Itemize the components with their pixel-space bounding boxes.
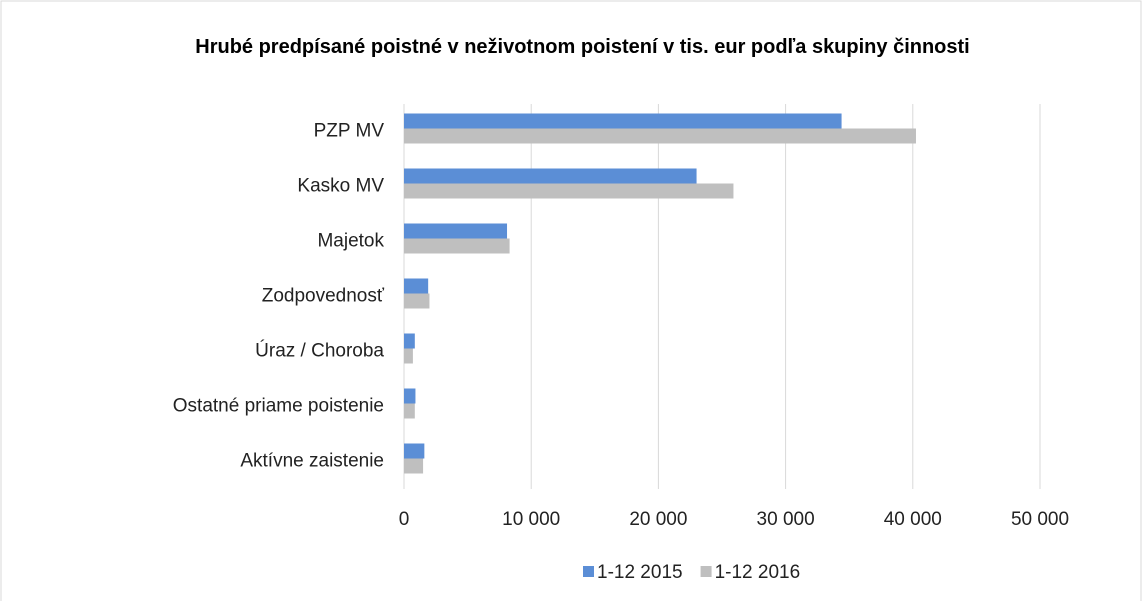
- bar: [404, 183, 734, 199]
- y-tick-label: Kasko MV: [297, 176, 384, 197]
- x-tick-label: 50 000: [1011, 509, 1069, 530]
- chart-title: Hrubé predpísané poistné v neživotnom po…: [195, 36, 970, 58]
- y-tick-label: Ostatné priame poistenie: [173, 396, 384, 417]
- bar: [404, 293, 430, 309]
- x-tick-label: 0: [399, 509, 410, 530]
- bar: [404, 388, 416, 404]
- bar: [404, 278, 429, 294]
- x-tick-label: 30 000: [757, 509, 815, 530]
- bar: [404, 458, 424, 474]
- y-tick-label: Úraz / Choroba: [255, 340, 384, 362]
- bar: [404, 333, 415, 349]
- legend-label: 1-12 2016: [715, 562, 801, 583]
- bar: [404, 443, 425, 459]
- y-tick-label: PZP MV: [314, 121, 385, 142]
- bar: [404, 113, 842, 129]
- y-tick-label: Majetok: [317, 231, 384, 252]
- bar: [404, 168, 697, 184]
- y-tick-label: Aktívne zaistenie: [240, 451, 384, 472]
- legend-swatch: [700, 566, 712, 577]
- bar: [404, 238, 510, 254]
- legend-label: 1-12 2015: [597, 562, 683, 583]
- y-tick-label: Zodpovednosť: [262, 286, 385, 307]
- bar: [404, 128, 916, 144]
- bar: [404, 403, 415, 419]
- legend-swatch: [583, 566, 594, 577]
- x-tick-label: 20 000: [629, 509, 687, 530]
- bar: [404, 348, 413, 364]
- x-tick-label: 10 000: [502, 509, 560, 530]
- x-tick-label: 40 000: [884, 509, 942, 530]
- bar: [404, 223, 508, 239]
